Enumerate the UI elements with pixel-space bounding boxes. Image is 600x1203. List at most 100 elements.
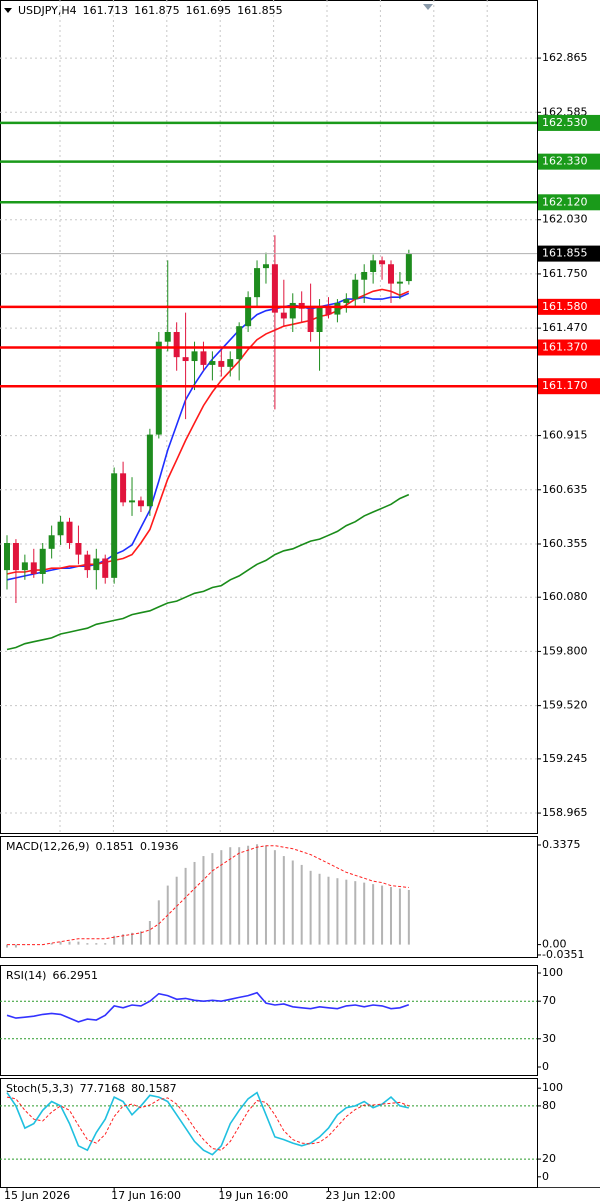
histogram-bar xyxy=(193,861,196,945)
histogram-bar xyxy=(104,943,107,945)
level-box xyxy=(538,378,600,395)
price-label: 161.855 xyxy=(542,247,588,260)
level-box xyxy=(538,114,600,131)
candle-body xyxy=(30,562,37,574)
candle-body xyxy=(254,268,261,298)
candle-body xyxy=(316,306,323,332)
candle-body xyxy=(227,359,234,367)
x-tick-label: 19 Jun 16:00 xyxy=(218,1189,288,1202)
candle-body xyxy=(200,351,207,365)
candle-body xyxy=(111,473,118,578)
histogram-bar xyxy=(131,932,134,945)
shift-marker[interactable] xyxy=(423,4,433,10)
header-text: 161.875 xyxy=(134,4,180,17)
candle-body xyxy=(102,558,109,578)
y-tick-label: 100 xyxy=(542,966,563,979)
candle-body xyxy=(236,326,243,360)
histogram-bar xyxy=(354,881,357,945)
histogram-bar xyxy=(77,941,80,945)
header-text: 77.7168 xyxy=(80,1082,126,1095)
candle-body xyxy=(209,361,216,365)
candle-body xyxy=(218,361,225,367)
candle-body xyxy=(93,558,100,571)
histogram-bar xyxy=(327,876,330,945)
candle-body xyxy=(12,543,19,571)
y-tick-label: 0 xyxy=(542,1170,549,1183)
histogram-bar xyxy=(336,878,339,945)
header-text: 161.695 xyxy=(186,4,232,17)
histogram-bar xyxy=(6,944,8,948)
histogram-bar xyxy=(68,941,71,945)
y-tick-label: 30 xyxy=(542,1032,556,1045)
panel-border xyxy=(0,0,538,834)
histogram-bar xyxy=(309,870,312,945)
candle-body xyxy=(387,264,394,284)
header-text: 66.2951 xyxy=(52,969,98,982)
candle-body xyxy=(307,308,314,332)
level-box xyxy=(538,153,600,170)
histogram-bar xyxy=(59,941,62,945)
histogram-bar xyxy=(398,888,401,945)
price-box xyxy=(538,245,600,262)
candle-body xyxy=(271,264,278,313)
y-tick-label: -0.0351 xyxy=(542,948,584,961)
header-text: RSI(14) xyxy=(6,969,46,982)
candle-body xyxy=(146,434,153,507)
y-tick-label: 161.470 xyxy=(542,321,588,334)
histogram-bar xyxy=(50,943,53,945)
candle-body xyxy=(4,543,10,571)
candle-body xyxy=(343,299,350,303)
level-label: 162.120 xyxy=(542,195,588,208)
header-text: 161.713 xyxy=(83,4,129,17)
level-box xyxy=(538,339,600,356)
y-tick-label: 160.355 xyxy=(542,537,588,550)
histogram-bar xyxy=(184,867,187,945)
histogram-bar xyxy=(157,900,160,945)
level-label: 161.370 xyxy=(542,340,588,353)
y-tick-label: 160.635 xyxy=(542,483,588,496)
axis-bottom xyxy=(0,1187,600,1188)
y-tick-label: 162.030 xyxy=(542,213,588,226)
histogram-bar xyxy=(381,885,384,945)
candle-body xyxy=(405,253,412,282)
histogram-bar xyxy=(95,943,98,945)
y-tick-label: 159.800 xyxy=(542,644,588,657)
histogram-bar xyxy=(202,856,205,945)
candle-body xyxy=(262,264,269,269)
histogram-bar xyxy=(122,934,125,945)
candle-body xyxy=(57,521,64,536)
candle-body xyxy=(280,312,287,319)
histogram-bar xyxy=(372,884,375,945)
candle-body xyxy=(396,281,403,284)
y-tick-label: 160.915 xyxy=(542,429,588,442)
header-text: Stoch(5,3,3) xyxy=(6,1082,74,1095)
indicator-line xyxy=(7,845,409,946)
level-label: 162.530 xyxy=(542,116,588,129)
panel-border xyxy=(0,836,538,958)
candle-body xyxy=(289,302,296,319)
level-box xyxy=(538,298,600,315)
histogram-bar xyxy=(139,931,142,945)
histogram-bar xyxy=(229,847,232,945)
level-label: 161.580 xyxy=(542,300,588,313)
level-label: 161.170 xyxy=(542,379,588,392)
y-tick-label: 161.750 xyxy=(542,267,588,280)
menu-arrow[interactable] xyxy=(4,8,12,13)
candle-body xyxy=(48,535,55,549)
level-label: 162.330 xyxy=(542,155,588,168)
candle-body xyxy=(66,521,73,544)
histogram-bar xyxy=(282,856,285,945)
indicator-line xyxy=(6,1096,409,1151)
candle-body xyxy=(21,562,28,571)
y-tick-label: 0 xyxy=(542,1060,549,1073)
candle-body xyxy=(164,331,171,342)
histogram-bar xyxy=(363,882,366,945)
histogram-bar xyxy=(175,876,178,945)
histogram-bar xyxy=(264,845,267,945)
header-text: 0.1851 xyxy=(96,840,135,853)
panel-border xyxy=(0,965,538,1076)
histogram-bar xyxy=(148,920,151,945)
candle-body xyxy=(120,473,127,503)
